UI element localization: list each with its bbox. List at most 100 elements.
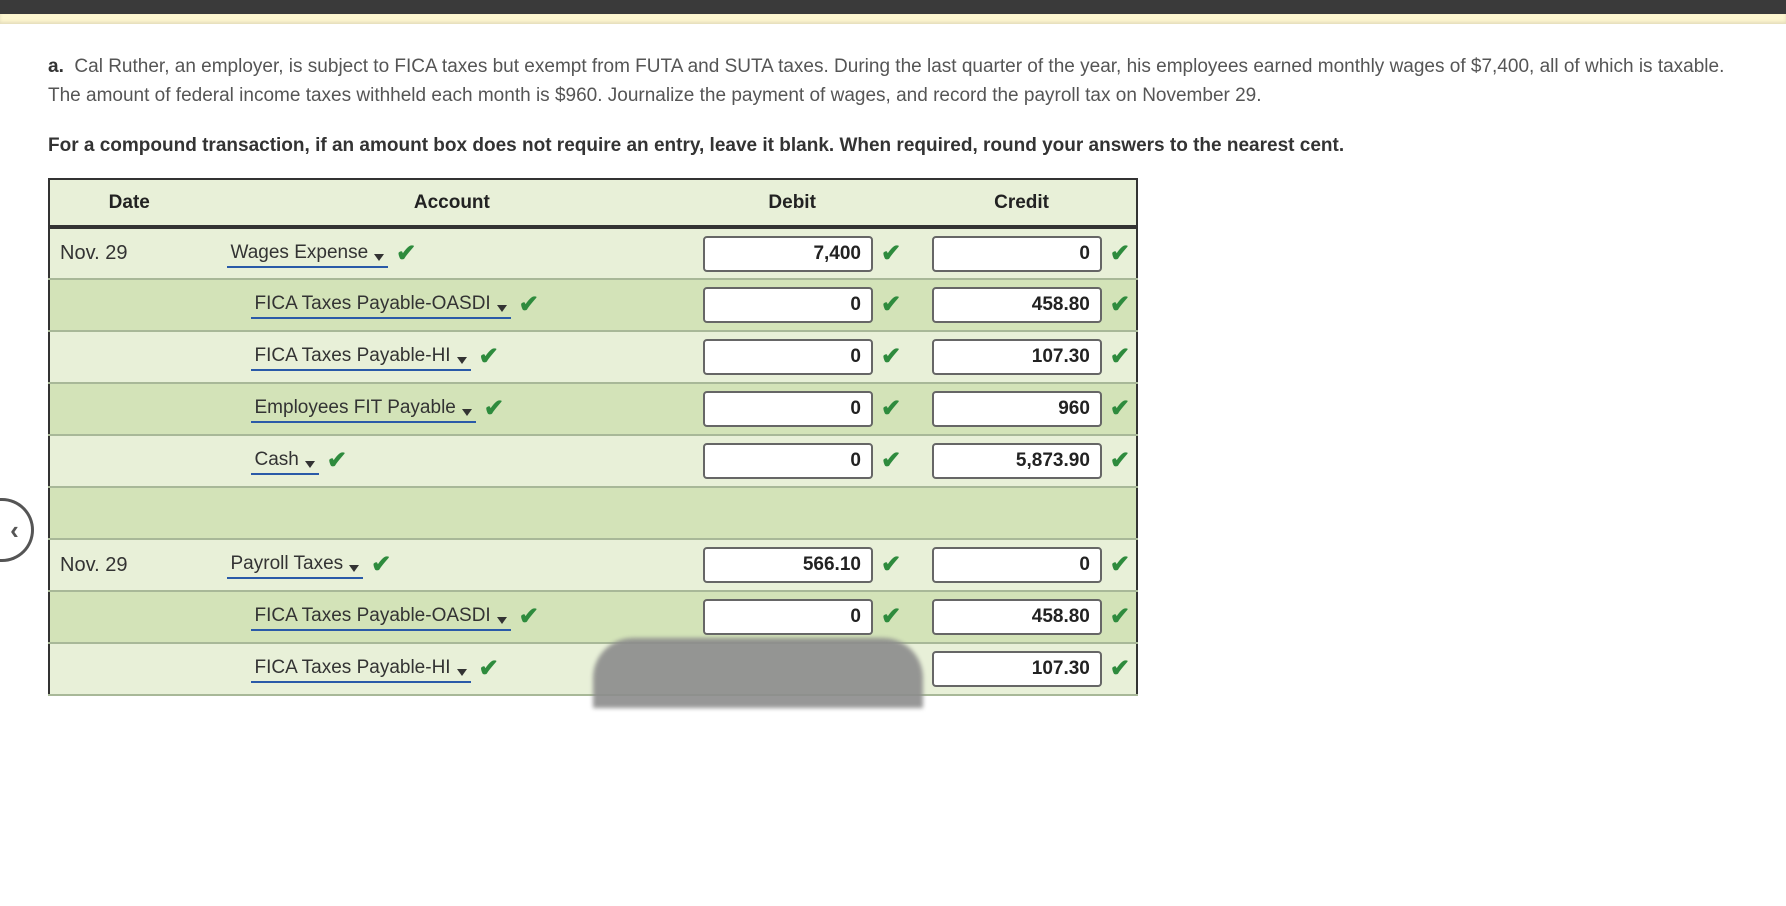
check-icon: ✔: [479, 657, 499, 681]
table-row: Nov. 29 Wages Expense ✔ 7,400 ✔ 0 ✔: [49, 227, 1137, 279]
account-select[interactable]: FICA Taxes Payable-OASDI: [251, 603, 511, 631]
header-debit: Debit: [677, 179, 907, 227]
account-select[interactable]: FICA Taxes Payable-HI: [251, 343, 471, 371]
date-cell: [49, 487, 209, 539]
question-prompt: a. Cal Ruther, an employer, is subject t…: [48, 52, 1738, 111]
credit-cell: 458.80 ✔: [907, 279, 1137, 331]
debit-cell: 0✔: [677, 435, 907, 487]
debit-cell: 566.10 ✔: [677, 539, 907, 591]
credit-input[interactable]: 5,873.90: [932, 443, 1102, 479]
overlay-shadow: [593, 638, 923, 708]
table-header-row: Date Account Debit Credit: [49, 179, 1137, 227]
check-icon: ✔: [1110, 293, 1130, 317]
debit-input[interactable]: 0: [703, 599, 873, 635]
date-cell: [49, 279, 209, 331]
check-icon: ✔: [371, 553, 391, 577]
account-cell: Employees FIT Payable ✔: [209, 383, 678, 435]
header-credit: Credit: [907, 179, 1137, 227]
credit-cell: [907, 487, 1137, 539]
date-cell: [49, 383, 209, 435]
credit-input[interactable]: 107.30: [932, 339, 1102, 375]
table-row: FICA Taxes Payable-HI ✔ 0 ✔ 107.30 ✔: [49, 331, 1137, 383]
chevron-down-icon: [457, 357, 467, 364]
date-cell: [49, 591, 209, 643]
check-icon: ✔: [396, 242, 416, 266]
account-select[interactable]: Cash: [251, 447, 319, 475]
table-row: FICA Taxes Payable-OASDI✔0✔458.80✔: [49, 591, 1137, 643]
check-icon: ✔: [327, 449, 347, 473]
credit-input[interactable]: 0: [932, 547, 1102, 583]
debit-cell: 0✔: [677, 279, 907, 331]
credit-cell: 107.30 ✔: [907, 643, 1137, 695]
table-row: Nov. 29 Payroll Taxes ✔ 566.10 ✔ 0 ✔: [49, 539, 1137, 591]
chevron-down-icon: [457, 669, 467, 676]
credit-cell: 458.80 ✔: [907, 591, 1137, 643]
account-cell: FICA Taxes Payable-HI ✔: [209, 331, 678, 383]
table-row: [49, 487, 1137, 539]
debit-input[interactable]: 566.10: [703, 547, 873, 583]
credit-input[interactable]: 458.80: [932, 287, 1102, 323]
account-select-value: Employees FIT Payable: [255, 397, 456, 419]
account-cell: FICA Taxes Payable-OASDI ✔: [209, 279, 678, 331]
debit-input[interactable]: 0: [703, 287, 873, 323]
chevron-down-icon: [462, 409, 472, 416]
check-icon: ✔: [881, 242, 901, 266]
check-icon: ✔: [1110, 605, 1130, 629]
check-icon: ✔: [519, 293, 539, 317]
chevron-down-icon: [305, 461, 315, 468]
check-icon: ✔: [479, 345, 499, 369]
check-icon: ✔: [881, 293, 901, 317]
debit-cell: [677, 487, 907, 539]
account-select-value: FICA Taxes Payable-OASDI: [255, 605, 491, 627]
account-cell: Payroll Taxes ✔: [209, 539, 678, 591]
account-select-value: Payroll Taxes: [231, 553, 344, 575]
debit-cell: 0✔: [677, 591, 907, 643]
account-select-value: FICA Taxes Payable-HI: [255, 657, 451, 679]
check-icon: ✔: [881, 397, 901, 421]
credit-input[interactable]: 0: [932, 236, 1102, 272]
check-icon: ✔: [881, 605, 901, 629]
date-cell: [49, 643, 209, 695]
check-icon: ✔: [1110, 553, 1130, 577]
check-icon: ✔: [519, 605, 539, 629]
check-icon: ✔: [1110, 345, 1130, 369]
debit-cell: 7,400 ✔: [677, 227, 907, 279]
header-date: Date: [49, 179, 209, 227]
account-select[interactable]: FICA Taxes Payable-HI: [251, 655, 471, 683]
account-cell: Wages Expense ✔: [209, 227, 678, 279]
table-row: Cash ✔ 0✔ 5,873.90 ✔: [49, 435, 1137, 487]
chevron-down-icon: [497, 305, 507, 312]
debit-input[interactable]: 0: [703, 391, 873, 427]
date-cell: [49, 435, 209, 487]
check-icon: ✔: [881, 345, 901, 369]
account-select[interactable]: Wages Expense: [227, 240, 389, 268]
credit-input[interactable]: 960: [932, 391, 1102, 427]
account-cell: Cash ✔: [209, 435, 678, 487]
date-cell: Nov. 29: [49, 539, 209, 591]
credit-input[interactable]: 458.80: [932, 599, 1102, 635]
question-text: Cal Ruther, an employer, is subject to F…: [48, 56, 1724, 106]
debit-cell: 0✔: [677, 383, 907, 435]
check-icon: ✔: [1110, 657, 1130, 681]
date-cell: Nov. 29: [49, 227, 209, 279]
table-row: Employees FIT Payable✔0✔960✔: [49, 383, 1137, 435]
window-top-border: [0, 0, 1786, 14]
credit-input[interactable]: 107.30: [932, 651, 1102, 687]
chevron-down-icon: [497, 617, 507, 624]
check-icon: ✔: [484, 397, 504, 421]
account-select[interactable]: Employees FIT Payable: [251, 395, 476, 423]
debit-input[interactable]: 0: [703, 339, 873, 375]
debit-input[interactable]: 7,400: [703, 236, 873, 272]
notification-bar: [0, 14, 1786, 24]
journal-table: Date Account Debit Credit Nov. 29Wages E…: [48, 178, 1138, 696]
debit-input[interactable]: 0: [703, 443, 873, 479]
check-icon: ✔: [1110, 397, 1130, 421]
credit-cell: 5,873.90 ✔: [907, 435, 1137, 487]
check-icon: ✔: [1110, 449, 1130, 473]
check-icon: ✔: [881, 553, 901, 577]
account-select[interactable]: Payroll Taxes: [227, 551, 364, 579]
check-icon: ✔: [1110, 242, 1130, 266]
account-select-value: FICA Taxes Payable-HI: [255, 345, 451, 367]
credit-cell: 107.30 ✔: [907, 331, 1137, 383]
account-select[interactable]: FICA Taxes Payable-OASDI: [251, 291, 511, 319]
